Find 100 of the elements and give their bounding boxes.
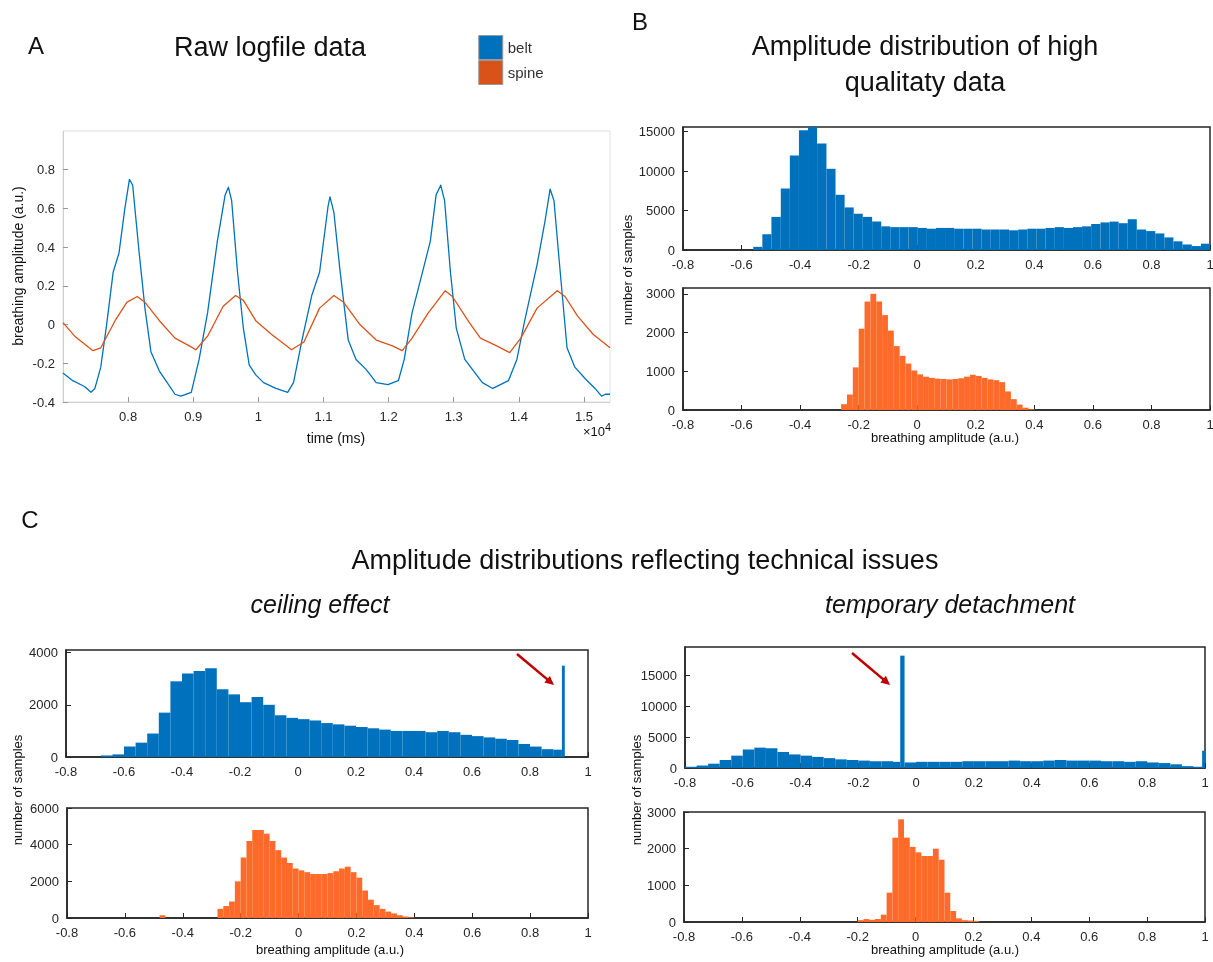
y-tick-label: 0.4 xyxy=(36,239,55,255)
y-tick-label: 0.6 xyxy=(36,200,55,216)
x-tick-label: -0.4 xyxy=(788,929,811,944)
y-tick-label: 0 xyxy=(668,914,676,930)
x-tick-label: -0.8 xyxy=(671,257,695,272)
x-tick-label: 0.2 xyxy=(964,775,983,790)
x-tick-label: 0.4 xyxy=(405,925,424,940)
x-tick-label: 0.6 xyxy=(463,925,482,940)
y-tick-label: 2000 xyxy=(29,697,58,713)
x-tick-label: -0.4 xyxy=(788,417,812,432)
x-tick-label: 0 xyxy=(913,257,921,272)
x-axis-title: breathing amplitude (a.u.) xyxy=(870,941,1020,959)
x-tick-label: 0 xyxy=(294,925,303,940)
x-tick-label: -0.6 xyxy=(113,925,137,940)
x-tick-label: 0.8 xyxy=(521,925,540,940)
x-tick-label: 0.6 xyxy=(1080,775,1099,790)
x-tick-label: 0.6 xyxy=(1083,417,1102,432)
x-tick-label: 0.8 xyxy=(520,764,540,779)
x-tick-label: 0.9 xyxy=(184,409,203,424)
x-tick-label: -0.6 xyxy=(731,775,754,790)
x-tick-label: 0.6 xyxy=(1080,929,1099,944)
x-tick-label: 0.8 xyxy=(119,409,138,424)
x-tick-label: 0.4 xyxy=(1022,929,1041,944)
x-tick-label: 0.2 xyxy=(347,925,366,940)
y-tick-label: 2000 xyxy=(646,325,675,341)
x-tick-label: 0.8 xyxy=(1138,775,1157,790)
x-tick-label: 0 xyxy=(911,929,920,944)
x-axis-title: breathing amplitude (a.u.) xyxy=(870,429,1020,447)
x-tick-label: 0.6 xyxy=(1083,257,1102,272)
x-tick-label: -0.6 xyxy=(730,417,753,432)
y-axis-title: number of samples xyxy=(619,214,637,326)
x-tick-label: -0.4 xyxy=(788,257,812,272)
x-tick-label: 1 xyxy=(584,925,592,940)
x-tick-label: 1 xyxy=(1201,929,1209,944)
chart-title: ceiling effect xyxy=(250,589,390,621)
chart-title: Amplitude distribution of high qualitaty data xyxy=(750,29,1100,99)
text: Amplitude distributions reflecting technical issues xyxy=(351,543,939,577)
y-tick-label: 0 xyxy=(51,910,59,926)
y-tick-label: -0.2 xyxy=(32,355,55,371)
x-tick-label: 0.2 xyxy=(964,929,983,944)
legend-label: spine xyxy=(507,64,544,81)
legend-label: belt xyxy=(507,39,533,56)
x-tick-label: 1 xyxy=(1206,257,1213,272)
y-tick-label: 10000 xyxy=(638,163,675,179)
y-tick-label: 2000 xyxy=(647,841,676,857)
x-axis-title: time (ms) xyxy=(306,428,366,448)
x-tick-label: -0.2 xyxy=(847,417,870,432)
x-tick-label: -0.4 xyxy=(170,764,194,779)
y-tick-label: 1000 xyxy=(646,363,675,379)
x-tick-label: 0.6 xyxy=(462,764,482,779)
y-tick-label: -0.4 xyxy=(32,394,55,410)
y-tick-label: 1000 xyxy=(647,877,676,893)
x-tick-label: 1.4 xyxy=(509,409,528,424)
y-tick-label: 5000 xyxy=(646,203,675,219)
x-tick-label: 1 xyxy=(1201,775,1209,790)
x-tick-label: 0 xyxy=(912,775,920,790)
x-tick-label: 1.2 xyxy=(379,409,398,424)
y-axis-title: number of samples xyxy=(9,734,27,846)
y-tick-label: 10000 xyxy=(640,698,677,714)
x-tick-label: -0.8 xyxy=(671,417,695,432)
x-tick-label: 1 xyxy=(1206,417,1213,432)
x-tick-label: 0 xyxy=(913,417,921,432)
text: C xyxy=(21,504,39,535)
x-tick-label: 1.3 xyxy=(444,409,463,424)
y-tick-label: 0 xyxy=(667,242,675,258)
text: A xyxy=(27,30,45,61)
text: B xyxy=(631,6,649,37)
x-tick-label: 1 xyxy=(254,409,262,424)
x-tick-label: 0.4 xyxy=(1025,417,1044,432)
y-tick-label: 5000 xyxy=(648,729,677,745)
y-tick-label: 4000 xyxy=(29,645,58,661)
x-tick-label: 0.2 xyxy=(966,257,985,272)
x-tick-label: -0.8 xyxy=(672,929,696,944)
y-tick-label: 0 xyxy=(47,317,55,333)
x-tick-label: -0.2 xyxy=(847,257,870,272)
y-axis-title: number of samples xyxy=(628,734,646,846)
x-tick-label: -0.8 xyxy=(54,764,78,779)
x-tick-label: 0.4 xyxy=(1022,775,1041,790)
x-tick-label: -0.2 xyxy=(228,764,252,779)
x-tick-label: 0.8 xyxy=(1142,417,1161,432)
y-tick-label: 0 xyxy=(50,749,58,765)
x-tick-label: 0.8 xyxy=(1138,929,1157,944)
x-tick-label: 1.1 xyxy=(314,409,333,424)
x-tick-label: -0.6 xyxy=(730,929,754,944)
y-tick-label: 3000 xyxy=(647,804,676,820)
x-tick-label: -0.6 xyxy=(730,257,753,272)
x-tick-label: -0.8 xyxy=(673,775,697,790)
x-tick-label: 0.2 xyxy=(966,417,985,432)
x-tick-label: 0.8 xyxy=(1142,257,1161,272)
x-tick-label: -0.2 xyxy=(846,929,869,944)
chart-title: temporary detachment xyxy=(824,589,1076,621)
y-tick-label: 15000 xyxy=(640,667,677,683)
y-axis-title: breathing amplitude (a.u.) xyxy=(8,186,27,346)
x-tick-label: 1 xyxy=(584,764,592,779)
y-tick-label: 0.8 xyxy=(36,162,55,178)
x-tick-label: -0.2 xyxy=(847,775,870,790)
x-axis-title: breathing amplitude (a.u.) xyxy=(255,941,405,959)
x-tick-label: -0.4 xyxy=(171,925,194,940)
y-tick-label: 3000 xyxy=(646,286,675,302)
y-tick-label: 6000 xyxy=(30,800,59,816)
